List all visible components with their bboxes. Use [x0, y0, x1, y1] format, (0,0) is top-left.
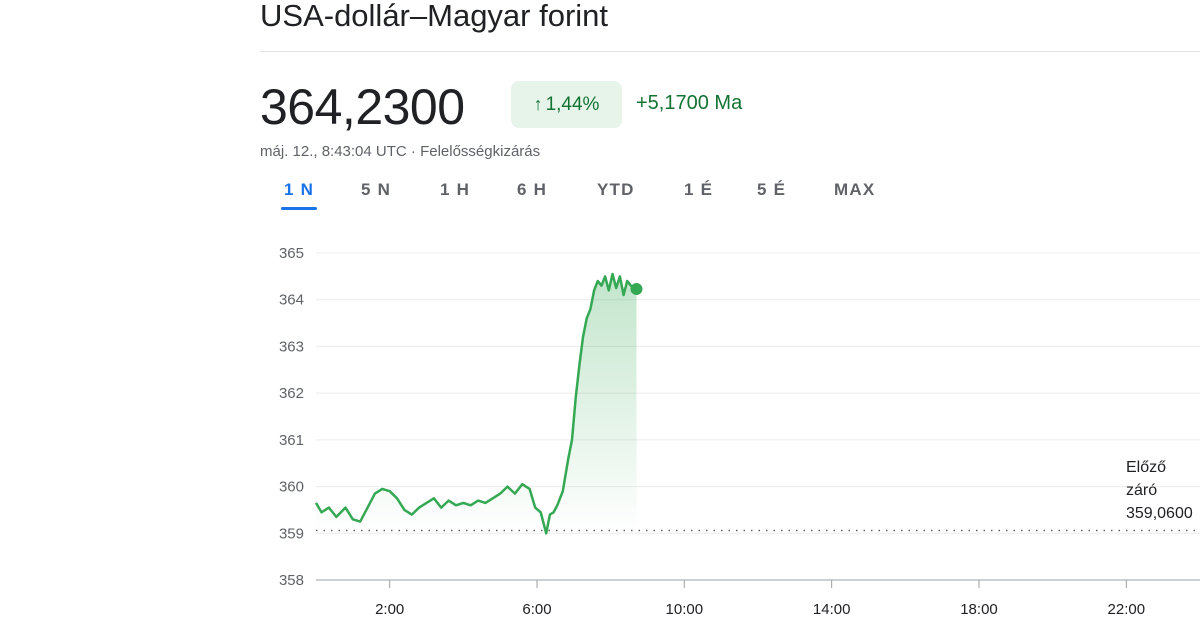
y-axis-labels: 365 364 363 362 361 360 359 358: [279, 245, 304, 589]
separator: ·: [410, 143, 416, 160]
arrow-up-icon: ↑: [533, 94, 543, 114]
last-point-marker: [630, 282, 643, 295]
previous-close-value: 359,0600: [1126, 505, 1193, 522]
y-tick-label: 365: [279, 245, 304, 262]
series-area: [316, 274, 637, 534]
x-tick-label: 2:00: [375, 601, 404, 618]
header-divider: [260, 51, 1200, 52]
previous-close-label-line2: záró: [1126, 482, 1157, 499]
tab-max[interactable]: MAX: [834, 180, 876, 199]
tab-1-year[interactable]: 1 É: [684, 180, 714, 199]
timestamp: máj. 12., 8:43:04 UTC: [260, 143, 407, 160]
tab-ytd[interactable]: YTD: [597, 180, 635, 199]
change-value: +5,1700 Ma: [636, 92, 743, 114]
y-tick-label: 358: [279, 572, 304, 589]
timestamp-line: máj. 12., 8:43:04 UTC · Felelősségkizárá…: [260, 143, 540, 160]
x-tick-label: 6:00: [522, 601, 551, 618]
page-title: USA-dollár–Magyar forint: [260, 0, 609, 33]
x-tick-label: 18:00: [960, 601, 998, 618]
x-axis-labels: 2:00 6:00 10:00 14:00 18:00 22:00: [375, 580, 1145, 618]
y-tick-label: 361: [279, 432, 304, 449]
tab-5-day[interactable]: 5 N: [361, 180, 392, 199]
tab-1-day[interactable]: 1 N: [284, 180, 315, 199]
x-tick-label: 14:00: [813, 601, 851, 618]
tab-6-month[interactable]: 6 H: [517, 180, 548, 199]
change-percent-badge: ↑ 1,44%: [511, 81, 622, 128]
tab-1-month[interactable]: 1 H: [440, 180, 471, 199]
y-tick-label: 364: [279, 292, 304, 309]
active-tab-indicator: [281, 207, 317, 210]
y-tick-label: 359: [279, 525, 304, 542]
y-tick-label: 363: [279, 338, 304, 355]
current-price: 364,2300: [260, 79, 465, 135]
y-tick-label: 362: [279, 385, 304, 402]
tab-5-year[interactable]: 5 É: [757, 180, 787, 199]
y-tick-label: 360: [279, 479, 304, 496]
change-percent: 1,44%: [545, 93, 600, 115]
x-tick-label: 22:00: [1108, 601, 1146, 618]
chart-grid: [316, 252, 1200, 581]
x-tick-label: 10:00: [666, 601, 704, 618]
disclaimer-link[interactable]: Felelősségkizárás: [420, 143, 541, 160]
previous-close-label-line1: Előző: [1126, 459, 1166, 476]
series-line: [314, 272, 638, 535]
